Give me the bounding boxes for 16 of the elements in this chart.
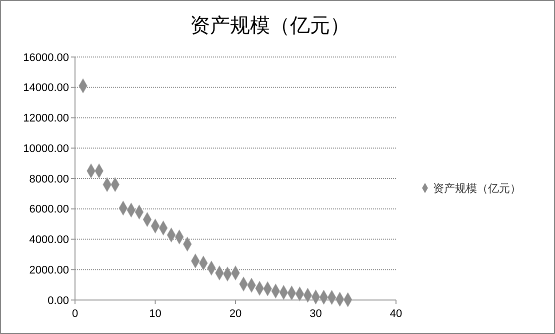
y-tick-label: 14000.00: [23, 82, 69, 94]
legend-label: 资产规模（亿元）: [433, 182, 521, 195]
y-tick-label: 0.00: [48, 294, 69, 307]
y-tick-label: 12000.00: [23, 112, 69, 125]
x-tick-label: 10: [149, 308, 162, 320]
y-tick-label: 10000.00: [23, 142, 69, 155]
x-tick-label: 30: [310, 308, 322, 320]
x-tick-label: 40: [390, 308, 402, 320]
y-tick-label: 6000.00: [29, 204, 69, 216]
chart-title: 资产规模（亿元）: [190, 13, 350, 37]
y-tick-label: 8000.00: [29, 173, 69, 186]
y-tick-label: 16000.00: [23, 52, 69, 64]
y-tick-label: 2000.00: [29, 264, 69, 276]
x-tick-label: 0: [72, 308, 78, 320]
y-tick-label: 4000.00: [29, 234, 69, 246]
x-tick-label: 20: [229, 308, 242, 320]
